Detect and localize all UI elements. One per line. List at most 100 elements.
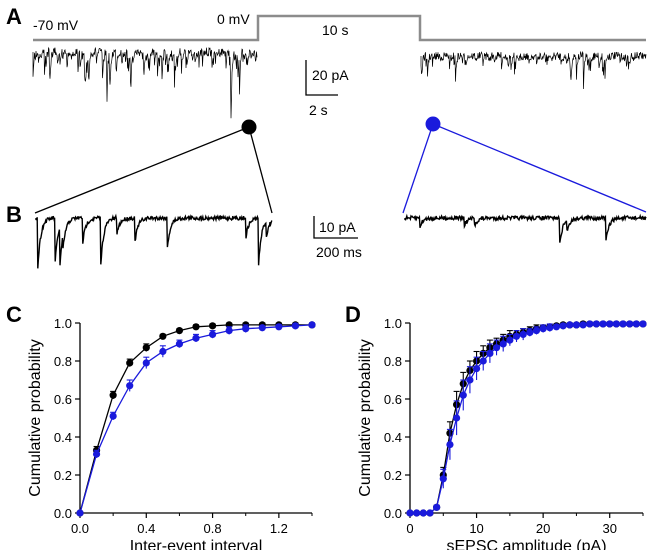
chart-d-series-1-point: [572, 321, 581, 329]
chart-d-y-tick-label: 0.0: [384, 506, 402, 521]
chart-d-series-1-line: [410, 323, 643, 514]
chart-c-x-tick-label: 1.2: [270, 521, 288, 536]
voltage-command-line: [33, 14, 646, 42]
scalebar-b-x-label: 200 ms: [316, 244, 362, 260]
chart-d-x-tick-label: 10: [469, 521, 483, 536]
chart-d-series-1-point: [479, 357, 487, 365]
chart-c-series-0-point: [159, 332, 167, 340]
chart-c-series-0-point: [175, 327, 184, 335]
chart-d-series-1-point: [492, 344, 501, 352]
chart-d-series-1-point: [566, 321, 574, 329]
current-trace-after: [420, 50, 647, 90]
chart-d-series-1-point: [419, 509, 427, 517]
zoom-line-after-right: [432, 123, 647, 213]
chart-c-series-1-point: [192, 334, 200, 342]
chart-d-series-1-point: [552, 323, 561, 331]
chart-d-y-label: Cumulative probability: [357, 339, 374, 496]
chart-c-y-tick-label: 0.0: [54, 506, 72, 521]
chart-c: 0.0 0.2 0.4 0.6 0.8 1.0 0.0 0.4 0.8 1.2 Inter-even…: [27, 316, 316, 550]
holding-potential-label: -70 mV: [33, 17, 79, 33]
chart-d-series-1-point: [599, 320, 607, 328]
chart-d-x-tick-label: 30: [602, 521, 616, 536]
chart-c-y-tick-label: 1.0: [54, 316, 72, 331]
chart-c-series-1-point: [258, 324, 266, 332]
chart-d-x-label: sEPSC amplitude (pA): [446, 538, 606, 550]
chart-d-series-1-point: [632, 320, 640, 328]
chart-d-series-1-point: [592, 320, 601, 328]
chart-d-y-tick-label: 0.8: [384, 354, 402, 369]
panel-a-letter: A: [6, 4, 22, 29]
chart-c-series-1-point: [242, 325, 250, 333]
chart-c-y-tick-label: 0.6: [54, 392, 72, 407]
current-trace-before: [32, 46, 258, 119]
chart-c-series-1-point: [225, 327, 233, 335]
chart-d-y-tick-label: 0.6: [384, 392, 402, 407]
chart-d-series-1-point: [406, 509, 414, 517]
chart-d-series-1-point: [453, 414, 461, 422]
chart-d-series-1-point: [459, 391, 467, 399]
chart-c-series-1-point: [308, 321, 316, 329]
chart-c-series-0-point: [142, 344, 150, 352]
chart-d: 0.0 0.2 0.4 0.6 0.8 1.0 0 10 20 30 sEPSC amplitude…: [357, 316, 647, 550]
scalebar-b-y-label: 10 pA: [319, 219, 356, 235]
chart-d-series-1-point: [506, 336, 514, 344]
chart-d-series-1-point: [486, 349, 494, 357]
chart-d-series-1-point: [606, 320, 614, 328]
chart-c-series-1-point: [142, 359, 150, 367]
chart-d-x-tick-label: 0: [406, 521, 413, 536]
step-potential-label: 0 mV: [217, 11, 250, 27]
chart-d-series-1-point: [413, 509, 421, 517]
chart-d-series-1-point: [539, 325, 547, 333]
chart-c-series-0-point: [208, 322, 217, 330]
chart-d-series-1-point: [519, 330, 527, 338]
expanded-trace-before: [35, 213, 273, 269]
zoom-line-before-left: [34, 126, 250, 214]
chart-d-series-1-point: [472, 365, 481, 373]
expanded-trace-after: [404, 213, 647, 243]
chart-d-series-1-point: [499, 340, 507, 348]
chart-c-series-0-point: [192, 323, 200, 331]
chart-c-y-tick-label: 0.2: [54, 468, 72, 483]
chart-c-series-1-point: [291, 322, 300, 330]
chart-d-y-tick-label: 1.0: [384, 316, 402, 331]
chart-c-y-tick-label: 0.8: [54, 354, 72, 369]
chart-c-series-1-point: [92, 450, 101, 458]
chart-c-y-label: Cumulative probability: [27, 339, 44, 496]
scalebar-a-x-label: 2 s: [309, 102, 328, 118]
chart-c-series-0-point: [126, 359, 134, 367]
chart-d-series-1-point: [612, 320, 620, 328]
chart-d-y-tick-label: 0.4: [384, 430, 402, 445]
panel-d-letter: D: [345, 302, 361, 327]
chart-d-series-1-point: [466, 376, 474, 384]
chart-d-series-1-point: [559, 322, 567, 330]
chart-d-series-1-point: [619, 320, 627, 328]
chart-c-series-1-point: [175, 340, 184, 348]
chart-c-series-0-point: [109, 391, 117, 399]
chart-c-y-tick-label: 0.4: [54, 430, 72, 445]
chart-d-series-1-point: [439, 475, 447, 483]
chart-c-series-1-point: [126, 382, 134, 390]
chart-d-y-tick-label: 0.2: [384, 468, 402, 483]
chart-d-series-1-point: [586, 320, 594, 328]
chart-d-series-1-point: [579, 321, 587, 329]
chart-d-series-1-point: [433, 503, 441, 511]
chart-c-x-tick-label: 0.8: [204, 521, 222, 536]
step-duration-label: 10 s: [322, 22, 348, 38]
chart-d-series-0-line: [410, 323, 643, 514]
chart-d-series-1-point: [639, 320, 647, 328]
scalebar-b: [313, 216, 358, 239]
chart-d-series-1-point: [446, 441, 454, 449]
chart-d-series-1-point: [546, 324, 554, 332]
zoom-line-after-left: [402, 123, 434, 214]
chart-c-series-1-point: [159, 347, 167, 356]
chart-d-series-1-point: [426, 509, 434, 517]
chart-c-series-1-point: [109, 412, 117, 420]
chart-d-series-1-point: [532, 327, 541, 335]
chart-c-x-tick-label: 0.4: [137, 521, 155, 536]
zoom-line-before-right: [248, 126, 273, 214]
chart-c-x-tick-label: 0.0: [71, 521, 89, 536]
chart-c-series-1-point: [76, 509, 84, 517]
panel-c-letter: C: [6, 302, 22, 327]
chart-c-series-1-point: [208, 330, 217, 338]
